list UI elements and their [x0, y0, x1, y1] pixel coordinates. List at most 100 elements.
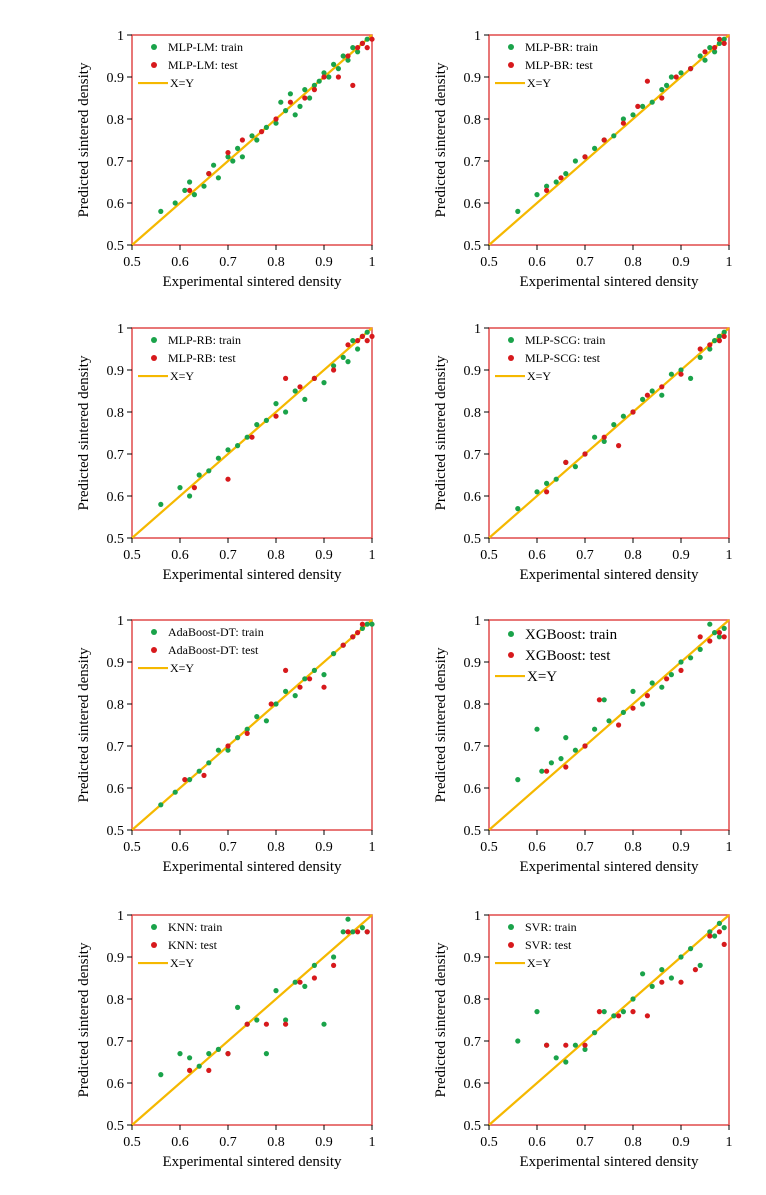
data-point [225, 1051, 231, 1057]
data-point [611, 133, 617, 139]
data-point [355, 45, 361, 51]
data-point [515, 506, 521, 512]
data-point [182, 777, 188, 783]
data-point [263, 417, 269, 423]
plot-frame [131, 327, 373, 539]
data-point [331, 367, 337, 373]
legend-label: MLP-LM: train [168, 40, 243, 54]
y-tick-label: 0.6 [107, 490, 125, 505]
legend: KNN: train KNN: test X=Y [138, 920, 222, 970]
data-point [592, 726, 598, 732]
data-point [592, 145, 598, 151]
x-tick-label: 1 [369, 840, 376, 855]
data-point [263, 1051, 269, 1057]
data-point [640, 396, 646, 402]
data-point [721, 925, 727, 931]
y-axis-label: Predicted sintered density [433, 355, 449, 510]
data-point [721, 634, 727, 640]
data-point [572, 747, 578, 753]
data-point [369, 621, 375, 627]
data-point [273, 116, 279, 122]
data-point [350, 929, 356, 935]
data-point [515, 1038, 521, 1044]
x-tick-label: 1 [726, 1135, 733, 1150]
legend-label: X=Y [170, 956, 194, 970]
data-point [630, 409, 636, 415]
data-point [716, 634, 722, 640]
data-point [206, 171, 212, 177]
series-mlp-rb-test [191, 333, 375, 491]
data-point [659, 684, 665, 690]
data-point [331, 651, 337, 657]
data-point [331, 962, 337, 968]
data-point [707, 638, 713, 644]
data-point [292, 112, 298, 118]
data-point [544, 187, 550, 193]
y-tick-label: 1 [474, 909, 481, 924]
data-point [563, 459, 569, 465]
x-tick-label: 0.5 [480, 255, 498, 270]
data-point [307, 95, 313, 101]
data-point [302, 95, 308, 101]
data-point [712, 45, 718, 51]
data-point [283, 667, 289, 673]
series-mlp-lm-test [187, 36, 375, 193]
data-point [345, 57, 351, 63]
data-point [644, 1013, 650, 1019]
plot-frame [131, 619, 373, 831]
x-tick-label: 0.7 [219, 840, 237, 855]
data-point [616, 722, 622, 728]
data-point [273, 701, 279, 707]
data-point [345, 916, 351, 922]
data-point [211, 162, 217, 168]
y-tick-label: 0.8 [107, 993, 125, 1008]
data-point [668, 975, 674, 981]
scatter-panel-2: 0.5 0.6 0.7 0.8 0.9 1 0.5 0.6 0.7 0.8 0.9 1 Experime… [429, 29, 739, 298]
x-tick-label: 0.8 [267, 840, 285, 855]
y-tick-label: 0.5 [107, 1119, 125, 1134]
data-point [611, 1013, 617, 1019]
data-point [297, 384, 303, 390]
y-axis-label: Predicted sintered density [76, 647, 92, 802]
data-point [297, 979, 303, 985]
data-point [707, 929, 713, 935]
data-point [215, 1046, 221, 1052]
x-tick-label: 1 [726, 255, 733, 270]
data-point [558, 756, 564, 762]
legend-label: X=Y [527, 669, 557, 685]
legend-marker [508, 337, 514, 344]
data-point [544, 768, 550, 774]
data-point [664, 676, 670, 682]
data-point [311, 82, 317, 88]
data-point [721, 36, 727, 42]
data-point [678, 70, 684, 76]
data-point [702, 49, 708, 55]
data-point [345, 53, 351, 59]
data-point [582, 154, 588, 160]
data-point [630, 1009, 636, 1015]
data-point [254, 137, 260, 143]
data-point [345, 929, 351, 935]
y-tick-label: 0.5 [464, 1119, 482, 1134]
x-tick-label: 0.7 [219, 255, 237, 270]
data-point [331, 61, 337, 67]
x-tick-label: 0.9 [672, 255, 690, 270]
x-tick-label: 0.6 [171, 1135, 189, 1150]
x-axis-label: Experimental sintered density [162, 1154, 342, 1170]
x-tick-label: 0.8 [267, 548, 285, 563]
data-point [534, 1009, 540, 1015]
legend-label: XGBoost: test [525, 648, 611, 664]
data-point [544, 489, 550, 495]
legend-label: MLP-BR: train [525, 40, 598, 54]
data-point [630, 112, 636, 118]
data-point [311, 375, 317, 381]
legend-label: AdaBoost-DT: test [168, 643, 259, 657]
data-point [534, 192, 540, 198]
data-point [563, 171, 569, 177]
data-point [716, 929, 722, 935]
data-point [582, 1042, 588, 1048]
legend-label: AdaBoost-DT: train [168, 625, 264, 639]
y-axis-label: Predicted sintered density [433, 62, 449, 217]
data-point [697, 962, 703, 968]
